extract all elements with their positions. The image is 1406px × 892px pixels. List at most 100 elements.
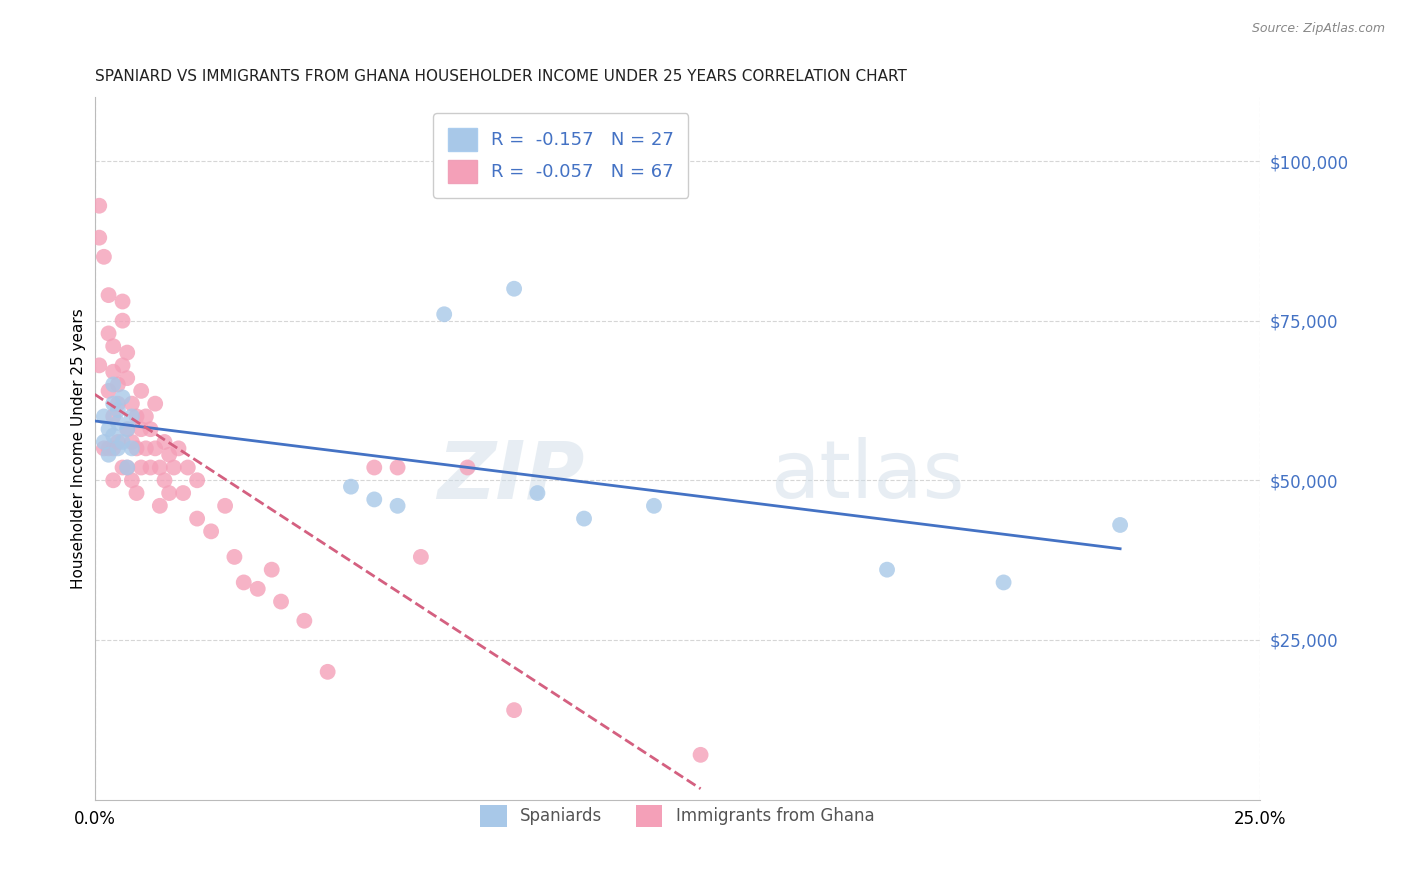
Point (139, 422, 162, 436)
Point (89, 199, 111, 213)
Point (457, 460, 479, 475)
Point (224, 549, 246, 564)
Point (153, 434, 176, 449)
Text: Source: ZipAtlas.com: Source: ZipAtlas.com (1251, 22, 1385, 36)
Point (121, 434, 143, 449)
Text: SPANIARD VS IMMIGRANTS FROM GHANA HOUSEHOLDER INCOME UNDER 25 YEARS CORRELATION : SPANIARD VS IMMIGRANTS FROM GHANA HOUSEH… (94, 69, 907, 84)
Point (177, 460, 200, 475)
Point (121, 409, 143, 424)
Point (200, 524, 222, 539)
Point (409, 549, 432, 564)
Text: atlas: atlas (770, 437, 965, 516)
Point (111, 294, 134, 309)
Point (143, 442, 166, 456)
Point (107, 434, 129, 449)
Point (89, 359, 111, 373)
Point (111, 359, 134, 373)
Point (121, 473, 143, 487)
Point (125, 409, 148, 424)
Point (214, 499, 236, 513)
Point (149, 499, 172, 513)
Point (115, 460, 138, 475)
Point (503, 282, 526, 296)
Point (387, 499, 409, 513)
Point (340, 480, 363, 494)
Point (316, 665, 339, 679)
Point (103, 339, 125, 353)
Point (97, 384, 120, 398)
Point (107, 416, 129, 430)
Point (363, 492, 385, 507)
Point (115, 422, 138, 436)
Point (111, 313, 134, 327)
Point (111, 460, 134, 475)
Point (572, 511, 595, 525)
Point (157, 486, 180, 500)
Point (121, 397, 143, 411)
Point (111, 434, 134, 449)
Point (97, 326, 120, 341)
Point (689, 747, 711, 762)
Point (125, 486, 148, 500)
Point (97, 442, 120, 456)
Point (107, 397, 129, 411)
Point (103, 409, 125, 424)
Point (503, 703, 526, 717)
Point (993, 575, 1015, 590)
Point (97, 422, 120, 436)
Point (153, 473, 176, 487)
Point (115, 422, 138, 436)
Point (129, 384, 152, 398)
Point (115, 371, 138, 385)
Point (157, 448, 180, 462)
Point (129, 460, 152, 475)
Point (93, 434, 115, 449)
Point (232, 575, 254, 590)
Point (526, 486, 548, 500)
Point (1109, 518, 1132, 533)
Point (135, 409, 157, 424)
Point (167, 442, 190, 456)
Point (135, 442, 157, 456)
Point (260, 563, 283, 577)
Point (111, 390, 134, 404)
Point (163, 460, 186, 475)
Point (143, 397, 166, 411)
Point (115, 345, 138, 359)
Point (103, 428, 125, 442)
Point (139, 460, 162, 475)
Point (107, 442, 129, 456)
Point (172, 486, 194, 500)
Point (363, 460, 385, 475)
Point (270, 594, 292, 608)
Point (186, 511, 208, 525)
Point (93, 250, 115, 264)
Point (103, 397, 125, 411)
Point (89, 230, 111, 244)
Point (292, 614, 315, 628)
Point (129, 422, 152, 436)
Point (186, 473, 208, 487)
Point (97, 288, 120, 302)
Point (876, 563, 898, 577)
Point (121, 442, 143, 456)
Point (103, 442, 125, 456)
Text: ZIP: ZIP (437, 437, 583, 516)
Point (103, 473, 125, 487)
Point (103, 377, 125, 392)
Point (97, 448, 120, 462)
Point (103, 365, 125, 379)
Point (107, 403, 129, 417)
Point (246, 582, 269, 596)
Point (115, 460, 138, 475)
Point (125, 442, 148, 456)
Point (433, 307, 456, 321)
Point (149, 460, 172, 475)
Legend: Spaniards, Immigrants from Ghana: Spaniards, Immigrants from Ghana (474, 798, 882, 833)
Point (93, 442, 115, 456)
Y-axis label: Householder Income Under 25 years: Householder Income Under 25 years (72, 308, 86, 589)
Point (93, 409, 115, 424)
Point (107, 377, 129, 392)
Point (643, 499, 665, 513)
Point (387, 460, 409, 475)
